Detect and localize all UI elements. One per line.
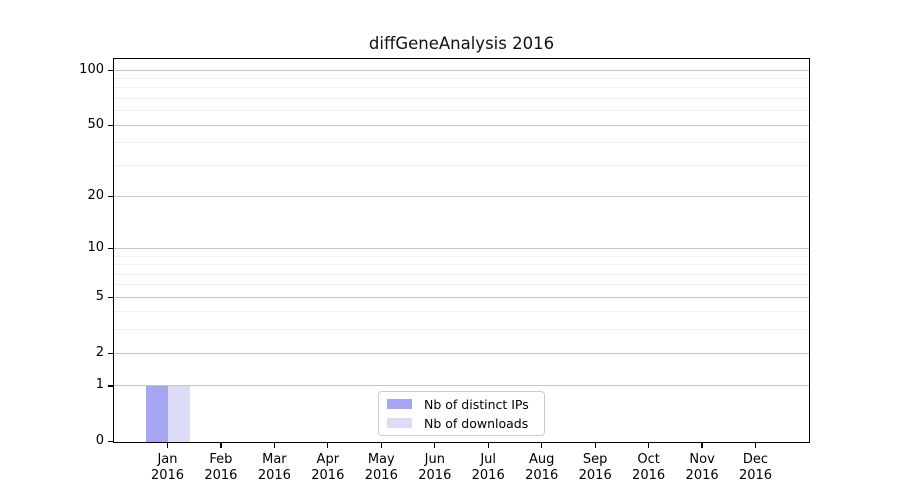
x-tick-label: May 2016 bbox=[364, 452, 398, 483]
x-tick-label: Sep 2016 bbox=[578, 452, 612, 483]
x-tick-mark bbox=[220, 443, 222, 448]
x-tick-label: Apr 2016 bbox=[311, 452, 345, 483]
x-tick-label: Oct 2016 bbox=[632, 452, 666, 483]
legend-item-downloads: Nb of downloads bbox=[387, 415, 536, 431]
y-tick-label: 5 bbox=[95, 288, 104, 304]
y-tick-mark bbox=[108, 195, 113, 198]
plot-area: Nb of distinct IPs Nb of downloads bbox=[113, 58, 810, 443]
bar-nb-of-distinct-ips bbox=[145, 385, 168, 442]
x-tick-label: Nov 2016 bbox=[685, 452, 719, 483]
gridline-major bbox=[114, 69, 809, 71]
y-tick-label: 2 bbox=[95, 344, 104, 360]
gridline-minor bbox=[114, 142, 809, 143]
y-tick-mark bbox=[108, 248, 113, 250]
x-tick-label: Jun 2016 bbox=[418, 452, 452, 483]
gridline-minor bbox=[114, 329, 809, 331]
x-tick-label: Aug 2016 bbox=[525, 452, 559, 483]
gridline-minor bbox=[114, 284, 809, 286]
x-tick-mark bbox=[594, 443, 596, 448]
x-tick-mark bbox=[273, 443, 276, 448]
y-tick-mark bbox=[108, 352, 113, 354]
y-tick-mark bbox=[108, 124, 113, 126]
x-tick-mark bbox=[434, 443, 436, 448]
gridline-major bbox=[114, 352, 809, 354]
x-tick-mark bbox=[380, 443, 382, 448]
x-tick-mark bbox=[327, 443, 329, 448]
x-tick-mark bbox=[487, 443, 489, 448]
y-tick-mark bbox=[108, 296, 113, 299]
x-tick-mark bbox=[647, 443, 650, 448]
y-tick-mark bbox=[108, 69, 113, 71]
y-tick-label: 20 bbox=[87, 187, 104, 203]
legend-item-distinct-ips: Nb of distinct IPs bbox=[387, 396, 536, 412]
legend: Nb of distinct IPs Nb of downloads bbox=[378, 391, 545, 436]
gridline-minor bbox=[114, 264, 809, 266]
chart-title: diffGeneAnalysis 2016 bbox=[368, 34, 555, 53]
gridline-major bbox=[114, 124, 809, 126]
y-tick-label: 10 bbox=[87, 240, 104, 255]
x-tick-label: Feb 2016 bbox=[204, 452, 238, 483]
x-tick-mark bbox=[541, 443, 543, 448]
gridline-minor bbox=[114, 97, 809, 99]
gridline-minor bbox=[114, 311, 809, 313]
y-tick-label: 50 bbox=[87, 116, 104, 132]
x-tick-mark bbox=[166, 443, 169, 448]
gridline-major bbox=[114, 248, 809, 249]
gridline-minor bbox=[114, 77, 809, 79]
gridline-minor bbox=[114, 255, 809, 257]
x-tick-mark bbox=[754, 443, 757, 448]
legend-swatch-downloads bbox=[387, 418, 412, 428]
gridline-major bbox=[114, 385, 809, 387]
legend-swatch-distinct-ips bbox=[387, 399, 412, 409]
x-tick-label: Jul 2016 bbox=[471, 452, 505, 483]
gridline-major bbox=[114, 195, 809, 197]
gridline-minor bbox=[114, 164, 809, 166]
y-tick-mark bbox=[108, 385, 113, 387]
gridline-minor bbox=[114, 273, 809, 275]
legend-label-downloads: Nb of downloads bbox=[424, 415, 529, 431]
gridline-minor bbox=[114, 110, 809, 111]
x-tick-label: Mar 2016 bbox=[257, 452, 291, 483]
x-tick-label: Jan 2016 bbox=[150, 452, 185, 483]
x-tick-label: Dec 2016 bbox=[738, 452, 773, 483]
gridline-major bbox=[114, 296, 809, 298]
y-tick-label: 0 bbox=[95, 433, 104, 448]
x-tick-mark bbox=[701, 443, 703, 448]
gridline-minor bbox=[114, 87, 809, 89]
y-tick-label: 1 bbox=[95, 377, 104, 393]
legend-label-distinct-ips: Nb of distinct IPs bbox=[424, 396, 529, 412]
y-tick-label: 100 bbox=[79, 61, 104, 77]
y-tick-mark bbox=[108, 441, 113, 443]
bar-nb-of-downloads bbox=[167, 385, 190, 442]
